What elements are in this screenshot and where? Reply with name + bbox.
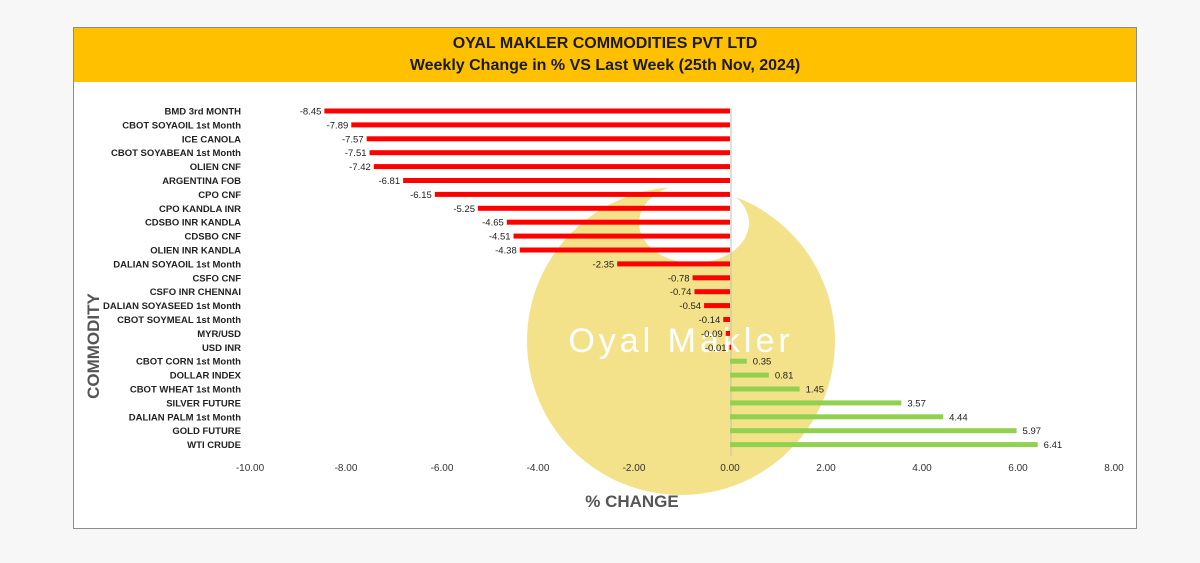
watermark-text: Oyal Makler — [568, 322, 793, 360]
bar — [513, 233, 730, 239]
x-axis-title: % CHANGE — [585, 492, 679, 511]
x-tick-label: -8.00 — [335, 463, 358, 474]
data-label: -0.09 — [701, 329, 723, 340]
category-label: OLIEN INR KANDLA — [150, 246, 241, 257]
y-axis-title: COMMODITY — [84, 292, 103, 398]
data-label: -4.65 — [482, 218, 504, 229]
category-label: DOLLAR INDEX — [170, 371, 242, 382]
bar — [617, 261, 730, 267]
category-label: CPO KANDLA INR — [159, 204, 241, 215]
data-label: -7.51 — [345, 148, 367, 159]
chart-frame: Oyal Makler BMD 3rd MONTH CBOT SOYAOIL 1s… — [73, 27, 1137, 529]
x-tick-label: -4.00 — [527, 463, 550, 474]
category-label: USD INR — [202, 343, 241, 354]
bar — [730, 414, 944, 420]
x-tick-label: 6.00 — [1008, 463, 1028, 474]
data-label: -4.51 — [489, 232, 511, 243]
category-label: CDSBO INR KANDLA — [145, 218, 241, 229]
data-label: -6.15 — [410, 190, 432, 201]
data-label: -5.25 — [453, 204, 475, 215]
category-label: MYR/USD — [197, 329, 241, 340]
category-label: CSFO CNF — [192, 273, 241, 284]
bar — [730, 442, 1038, 448]
data-label: -0.14 — [699, 315, 721, 326]
x-tick-label: 2.00 — [816, 463, 836, 474]
watermark-logo: Oyal Makler — [527, 183, 835, 495]
bars-group — [324, 108, 1038, 448]
bar — [694, 289, 730, 295]
x-tick-label: 0.00 — [720, 463, 740, 474]
category-label: GOLD FUTURE — [172, 426, 241, 437]
bar — [729, 344, 732, 350]
x-tick-label: -2.00 — [623, 463, 646, 474]
category-label: ICE CANOLA — [182, 134, 241, 145]
data-label: -4.38 — [495, 246, 517, 257]
data-label: 5.97 — [1023, 426, 1042, 437]
category-label: CBOT SOYAOIL 1st Month — [122, 120, 241, 131]
data-label: -0.54 — [679, 301, 701, 312]
category-label: BMD 3rd MONTH — [164, 107, 241, 118]
data-label: -6.81 — [378, 176, 400, 187]
category-label: CBOT CORN 1st Month — [136, 357, 241, 368]
bar — [730, 400, 902, 406]
title-band: OYAL MAKLER COMMODITIES PVT LTD Weekly C… — [74, 28, 1136, 82]
bar — [725, 330, 730, 336]
category-label: ARGENTINA FOB — [162, 176, 241, 187]
bar — [730, 358, 747, 364]
category-label: DALIAN PALM 1st Month — [129, 412, 241, 423]
category-label: CBOT SOYABEAN 1st Month — [111, 148, 241, 159]
bar — [373, 164, 730, 170]
x-tick-label: -6.00 — [431, 463, 454, 474]
bar — [324, 108, 730, 114]
chart-svg: Oyal Makler BMD 3rd MONTH CBOT SOYAOIL 1s… — [84, 107, 1124, 512]
category-label: WTI CRUDE — [187, 440, 241, 451]
data-label: -7.57 — [342, 134, 364, 145]
bar — [692, 275, 730, 281]
data-label: 4.44 — [949, 412, 968, 423]
data-label: -8.45 — [300, 107, 322, 118]
category-labels: BMD 3rd MONTH CBOT SOYAOIL 1st Month ICE C… — [103, 107, 242, 452]
data-label: -7.42 — [349, 162, 371, 173]
data-label: 6.41 — [1044, 440, 1063, 451]
value-labels: -8.45 -7.89 -7.57 -7.51 -7.42 -6.81 -6.15 -5.25… — [300, 107, 1062, 452]
category-label: OLIEN CNF — [190, 162, 241, 173]
bar — [369, 150, 730, 156]
data-label: 1.45 — [806, 385, 825, 396]
x-tick-label: 8.00 — [1104, 463, 1124, 474]
category-label: SILVER FUTURE — [166, 398, 241, 409]
data-label: -7.89 — [327, 120, 349, 131]
category-label: CDSBO CNF — [185, 232, 242, 243]
category-label: DALIAN SOYASEED 1st Month — [103, 301, 241, 312]
data-label: 0.81 — [775, 371, 794, 382]
bar — [366, 136, 730, 142]
category-label: CBOT SOYMEAL 1st Month — [117, 315, 241, 326]
data-label: -2.35 — [593, 259, 615, 270]
category-label: DALIAN SOYAOIL 1st Month — [113, 259, 241, 270]
data-label: -0.01 — [705, 343, 727, 354]
data-label: -0.78 — [668, 273, 690, 284]
bar — [351, 122, 730, 128]
category-label: CSFO INR CHENNAI — [150, 287, 241, 298]
bar — [434, 191, 730, 197]
bar — [704, 303, 730, 309]
x-tick-label: -10.00 — [236, 463, 265, 474]
chart-subtitle: Weekly Change in % VS Last Week (25th No… — [409, 57, 801, 74]
bar — [478, 205, 730, 211]
bar — [723, 317, 730, 322]
x-tick-label: 4.00 — [912, 463, 932, 474]
x-tick-labels: -10.00 -8.00 -6.00 -4.00 -2.00 0.00 2.00 4.00 6.… — [236, 463, 1124, 474]
bar — [519, 247, 730, 253]
bar — [730, 428, 1017, 434]
data-label: 0.35 — [753, 357, 772, 368]
data-label: -0.74 — [670, 287, 692, 298]
bar — [403, 178, 730, 183]
category-label: CBOT WHEAT 1st Month — [130, 385, 241, 396]
category-label: CPO CNF — [198, 190, 241, 201]
chart-title: OYAL MAKLER COMMODITIES PVT LTD — [452, 35, 758, 52]
bar — [730, 386, 800, 392]
bar — [506, 219, 730, 225]
data-label: 3.57 — [907, 398, 926, 409]
bar — [730, 372, 769, 378]
